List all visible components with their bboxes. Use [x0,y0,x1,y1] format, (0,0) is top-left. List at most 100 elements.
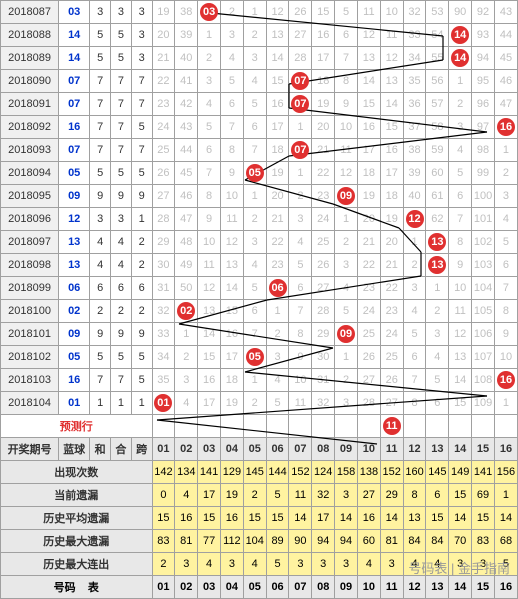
stat-cell: 17 [198,484,221,507]
miss-cell: 25 [312,231,335,254]
miss-cell: 27 [357,369,380,392]
miss-cell: 28 [312,300,335,323]
he-cell: 9 [90,185,111,208]
miss-cell: 5 [243,277,266,300]
kua-cell: 9 [131,323,152,346]
miss-cell: 102 [472,231,495,254]
stat-cell: 16 [357,507,380,530]
miss-cell: 9 [494,323,517,346]
miss-cell: 96 [472,93,495,116]
hep-cell: 7 [111,116,132,139]
stat-cell: 11 [289,484,312,507]
trend-table: 2018087033331938032112261551110325390924… [0,0,518,599]
miss-cell: 4 [243,70,266,93]
stat-cell: 152 [289,461,312,484]
hit-cell: 02 [175,300,198,323]
miss-cell: 6 [198,139,221,162]
miss-cell: 109 [472,392,495,415]
miss-cell: 24 [312,208,335,231]
he-cell: 3 [90,1,111,24]
hep-cell: 4 [111,254,132,277]
stat-cell: 6 [426,484,449,507]
miss-cell: 1 [335,208,358,231]
miss-cell: 1 [449,70,472,93]
miss-cell: 9 [221,162,244,185]
miss-cell: 11 [357,1,380,24]
miss-cell: 22 [380,277,403,300]
stat-cell: 1 [494,484,517,507]
footer-num: 04 [221,576,244,599]
period-cell: 2018097 [1,231,59,254]
miss-cell: 2 [335,231,358,254]
hit-cell: 12 [403,208,426,231]
miss-cell: 103 [472,254,495,277]
miss-cell: 3 [426,323,449,346]
miss-cell: 11 [221,208,244,231]
he-cell: 3 [90,208,111,231]
stat-cell: 14 [335,507,358,530]
he-cell: 6 [90,277,111,300]
miss-cell: 8 [403,392,426,415]
miss-cell: 9 [335,93,358,116]
miss-cell: 44 [175,139,198,162]
miss-cell: 3 [266,346,289,369]
miss-cell: 8 [289,323,312,346]
period-cell: 2018099 [1,277,59,300]
miss-cell: 28 [289,47,312,70]
predict-empty-cell [426,415,449,438]
miss-cell: 6 [221,93,244,116]
miss-cell: 7 [289,300,312,323]
footer-left: 号码 表 [1,576,153,599]
miss-cell: 22 [266,231,289,254]
kua-cell: 1 [131,208,152,231]
miss-cell: 4 [198,93,221,116]
miss-cell: 27 [312,277,335,300]
stat-cell: 4 [243,553,266,576]
blue-ball-cell: 13 [59,231,90,254]
miss-cell: 32 [312,392,335,415]
miss-cell: 2 [289,185,312,208]
period-cell: 2018087 [1,1,59,24]
miss-cell: 6 [243,300,266,323]
miss-cell: 53 [426,1,449,24]
stat-cell: 15 [472,507,495,530]
blue-ball-cell: 07 [59,93,90,116]
period-cell: 2018096 [1,208,59,231]
stat-cell: 149 [449,461,472,484]
miss-cell: 18 [266,139,289,162]
stat-cell: 8 [403,484,426,507]
miss-cell: 58 [426,116,449,139]
stat-cell: 29 [380,484,403,507]
blue-ball-cell: 16 [59,116,90,139]
miss-cell: 57 [426,93,449,116]
miss-cell: 2 [221,1,244,24]
stat-cell: 15 [426,507,449,530]
miss-cell: 16 [266,93,289,116]
miss-cell: 50 [175,277,198,300]
miss-cell: 4 [494,208,517,231]
miss-cell: 4 [175,392,198,415]
miss-cell: 107 [472,346,495,369]
stat-label: 出现次数 [1,461,153,484]
lottery-trend-chart: { "headers": {"period":"开奖期号","blue":"蓝球… [0,0,518,599]
miss-cell: 15 [221,300,244,323]
miss-cell: 32 [152,300,175,323]
miss-cell: 15 [198,346,221,369]
stat-cell: 70 [449,530,472,553]
kua-cell: 1 [131,392,152,415]
miss-cell: 13 [357,47,380,70]
predict-empty-cell [221,415,244,438]
stat-label: 历史最大遗漏 [1,530,153,553]
miss-cell: 17 [198,392,221,415]
predict-hit-cell: 11 [380,415,403,438]
kua-cell: 3 [131,47,152,70]
miss-cell: 17 [266,116,289,139]
stat-cell: 3 [312,553,335,576]
stat-cell: 84 [403,530,426,553]
period-cell: 2018100 [1,300,59,323]
miss-cell: 10 [198,231,221,254]
footer-num: 10 [357,576,380,599]
miss-cell: 2 [243,392,266,415]
stat-cell: 104 [243,530,266,553]
miss-cell: 4 [221,47,244,70]
